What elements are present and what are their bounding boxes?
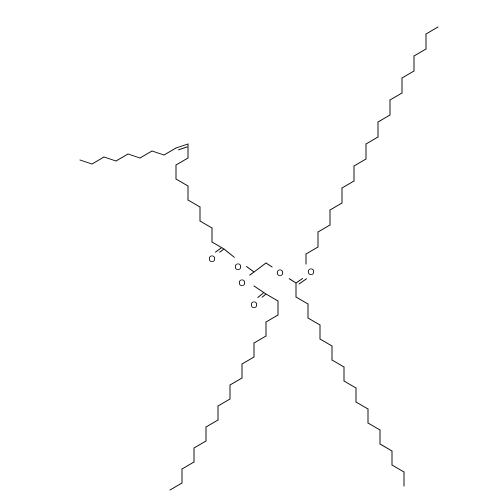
atom-label: O (234, 262, 241, 272)
double-bonds (179, 147, 307, 298)
bonds (80, 27, 438, 490)
atom-labels: OOOOOO (207, 254, 316, 310)
atom-label: O (307, 267, 314, 277)
atom-label: O (208, 254, 215, 264)
atom-label: O (238, 278, 245, 288)
atom-label: O (250, 300, 257, 310)
molecule-diagram: OOOOOO (0, 0, 500, 500)
atom-label: O (276, 268, 283, 278)
